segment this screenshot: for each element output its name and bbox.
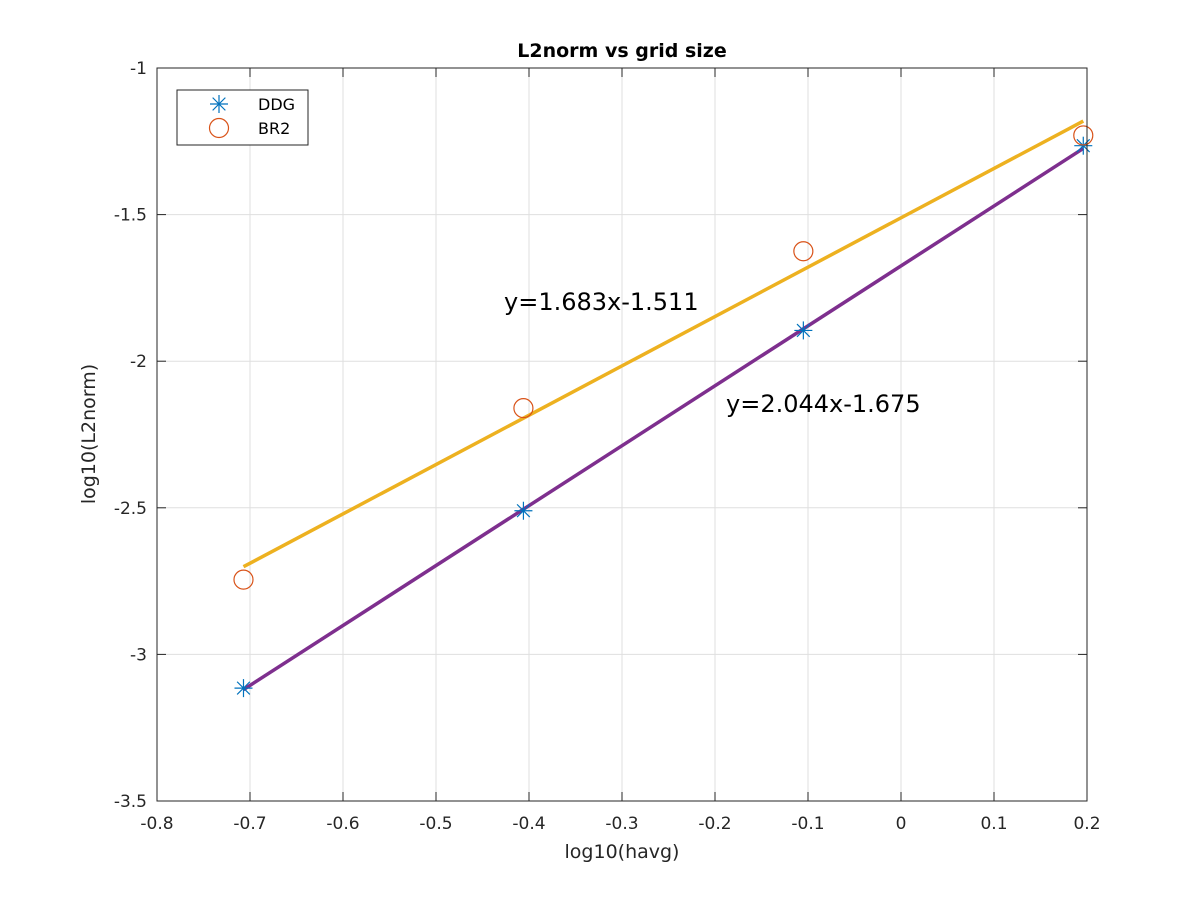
legend: DDG BR2: [176, 89, 309, 146]
br2-point: [793, 241, 814, 262]
x-tick-label: -0.5: [419, 814, 452, 834]
y-tick-label: -1.5: [114, 206, 147, 226]
ddg-point: [234, 679, 253, 698]
br2-point: [233, 569, 254, 590]
legend-ddg-asterisk-icon: [210, 95, 228, 113]
y-tick-label: -1: [130, 59, 147, 79]
br2-point: [1073, 125, 1094, 146]
y-tick-label: -3.5: [114, 792, 147, 812]
chart-title: L2norm vs grid size: [517, 40, 726, 62]
markers: [233, 125, 1094, 698]
x-tick-label: -0.7: [233, 814, 266, 834]
y-axis-label: log10(L2norm): [78, 364, 100, 504]
legend-label-ddg: DDG: [258, 95, 295, 114]
y-tick-label: -2.5: [114, 499, 147, 519]
fit-lines: [242, 119, 1085, 692]
x-tick-label: -0.8: [140, 814, 173, 834]
x-axis-label: log10(havg): [565, 841, 680, 863]
ddg-point: [794, 321, 813, 340]
ticks: -0.8 -0.7 -0.6 -0.5 -0.4 -0.3 -0.2 -0.1 0 0.1 0.2 -…: [114, 59, 1101, 834]
x-tick-label: -0.2: [698, 814, 731, 834]
x-tick-label: -0.1: [791, 814, 824, 834]
x-tick-label: 0.2: [1073, 814, 1100, 834]
x-tick-label: -0.6: [326, 814, 359, 834]
legend-label-br2: BR2: [258, 119, 290, 138]
x-tick-label: -0.3: [605, 814, 638, 834]
legend-br2-marker: [208, 117, 230, 139]
fit-annotation-br2: y=1.683x-1.511: [504, 288, 699, 316]
legend-br2-circle-icon: [208, 117, 230, 139]
x-tick-label: 0.1: [980, 814, 1007, 834]
x-tick-label: -0.4: [512, 814, 545, 834]
ddg-point: [514, 501, 533, 520]
fit-line-br2: [242, 119, 1085, 569]
fit-annotation-ddg: y=2.044x-1.675: [726, 390, 921, 418]
ddg-point: [1074, 136, 1093, 155]
legend-box: [176, 89, 309, 146]
y-tick-label: -3: [130, 645, 147, 665]
y-tick-label: -2: [130, 352, 147, 372]
fit-line-ddg: [242, 146, 1085, 692]
br2-point: [513, 398, 534, 419]
legend-ddg-marker: [210, 95, 228, 113]
x-tick-label: 0: [896, 814, 907, 834]
